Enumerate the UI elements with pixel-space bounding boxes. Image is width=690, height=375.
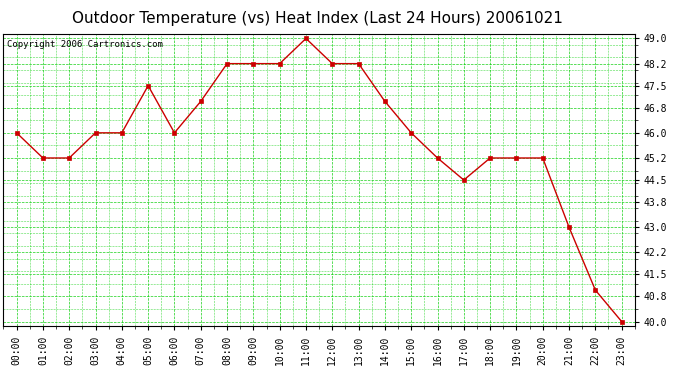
Text: Outdoor Temperature (vs) Heat Index (Last 24 Hours) 20061021: Outdoor Temperature (vs) Heat Index (Las… (72, 11, 563, 26)
Text: Copyright 2006 Cartronics.com: Copyright 2006 Cartronics.com (7, 40, 162, 49)
